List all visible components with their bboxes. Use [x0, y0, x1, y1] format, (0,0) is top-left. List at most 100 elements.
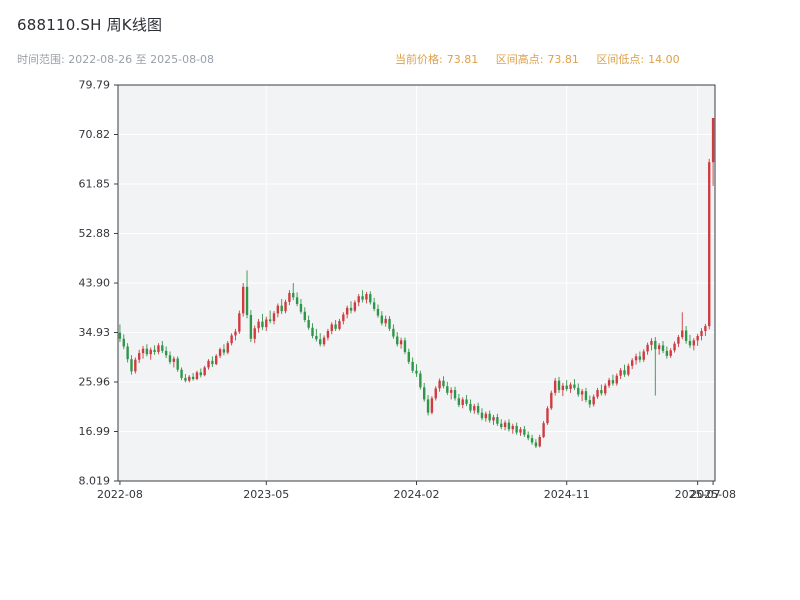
- candle-body: [546, 408, 549, 424]
- candle-body: [542, 423, 545, 437]
- current-price-label: 当前价格:: [395, 53, 443, 66]
- candle-body: [692, 340, 696, 346]
- candle-body: [623, 370, 626, 375]
- candle-body: [195, 372, 199, 380]
- candle-body: [226, 343, 229, 353]
- y-tick-label: 52.88: [79, 227, 111, 240]
- candle-body: [530, 438, 534, 443]
- y-tick-label: 79.79: [79, 79, 111, 92]
- candle-body: [338, 321, 341, 329]
- candle-body: [561, 385, 565, 391]
- x-tick-label: 2024-11: [544, 488, 590, 501]
- candle-body: [515, 425, 518, 433]
- candle-body: [503, 422, 507, 428]
- candle-body: [284, 301, 287, 312]
- candle-body: [607, 380, 611, 386]
- candle-body: [326, 331, 330, 338]
- candle-body: [130, 359, 133, 372]
- candle-body: [476, 406, 480, 413]
- candle-body: [573, 384, 576, 388]
- candle-body: [527, 434, 530, 439]
- candle-body: [519, 429, 522, 433]
- candle-body: [118, 332, 122, 339]
- range-low-value: 14.00: [648, 53, 680, 66]
- candle-body: [407, 351, 410, 362]
- page-title: 688110.SH 周K线图: [17, 16, 163, 34]
- candle-body: [403, 340, 407, 352]
- candle-body: [365, 294, 368, 300]
- candle-body: [650, 340, 653, 345]
- y-tick-label: 16.99: [79, 425, 111, 438]
- candle-body: [122, 338, 125, 347]
- candle-body: [176, 358, 179, 370]
- candle-body: [446, 386, 449, 393]
- candle-body: [661, 345, 665, 351]
- candle-body: [272, 313, 276, 322]
- candle-body: [423, 387, 426, 400]
- candle-body: [388, 318, 391, 329]
- candle-body: [500, 423, 503, 428]
- candle-body: [538, 436, 541, 447]
- candle-body: [553, 380, 557, 393]
- y-tick-label: 43.90: [79, 277, 111, 290]
- candle-body: [222, 349, 226, 353]
- x-tick-label: 2025-07: [675, 488, 721, 501]
- candle-body: [577, 387, 580, 395]
- candle-body: [141, 348, 145, 354]
- candle-body: [241, 286, 245, 314]
- x-tick-label: 2024-02: [394, 488, 440, 501]
- candle-body: [681, 330, 684, 338]
- candle-body: [704, 326, 707, 332]
- candle-body: [191, 376, 195, 380]
- candle-body: [392, 328, 395, 337]
- candle-body: [711, 117, 715, 163]
- candle-body: [627, 365, 630, 375]
- candle-body: [492, 417, 495, 421]
- candle-body: [134, 359, 137, 372]
- range-low-label: 区间低点:: [596, 53, 645, 66]
- candle-body: [230, 335, 233, 344]
- candle-body: [434, 388, 437, 399]
- candle-body: [673, 343, 676, 351]
- range-high-label: 区间高点:: [495, 53, 544, 66]
- candle-body: [145, 348, 149, 355]
- candle-body: [419, 373, 422, 388]
- candle-body: [449, 390, 453, 393]
- candle-body: [319, 339, 322, 345]
- candle-body: [696, 335, 699, 341]
- candle-body: [384, 318, 387, 324]
- candle-body: [396, 336, 399, 345]
- price-info-bar: 当前价格: 73.81 区间高点: 73.81 区间低点: 14.00: [395, 51, 680, 67]
- candle-body: [295, 297, 299, 304]
- candle-body: [596, 390, 599, 397]
- candle-body: [303, 311, 306, 320]
- y-tick-label: 25.96: [79, 376, 111, 389]
- candle-body: [557, 380, 561, 391]
- candle-body: [299, 303, 303, 312]
- candle-body: [203, 367, 206, 376]
- candle-body: [238, 313, 241, 332]
- candle-body: [342, 314, 345, 322]
- candle-body: [234, 331, 237, 336]
- candle-body: [588, 399, 592, 405]
- candle-body: [357, 296, 360, 303]
- candle-body: [249, 315, 253, 339]
- candle-body: [461, 399, 464, 405]
- candle-body: [469, 403, 472, 411]
- candle-body: [523, 429, 526, 435]
- candle-body: [211, 360, 214, 365]
- candle-body: [534, 442, 538, 447]
- candle-body: [188, 376, 191, 381]
- candle-body: [465, 399, 468, 404]
- candle-body: [345, 307, 349, 315]
- candle-body: [245, 286, 249, 316]
- candle-body: [334, 324, 337, 329]
- candle-body: [380, 315, 384, 324]
- candle-body: [157, 345, 160, 352]
- candle-body: [349, 307, 353, 311]
- candle-body: [415, 370, 418, 374]
- candle-body: [684, 330, 688, 341]
- candle-body: [268, 319, 272, 322]
- candle-body: [634, 356, 638, 361]
